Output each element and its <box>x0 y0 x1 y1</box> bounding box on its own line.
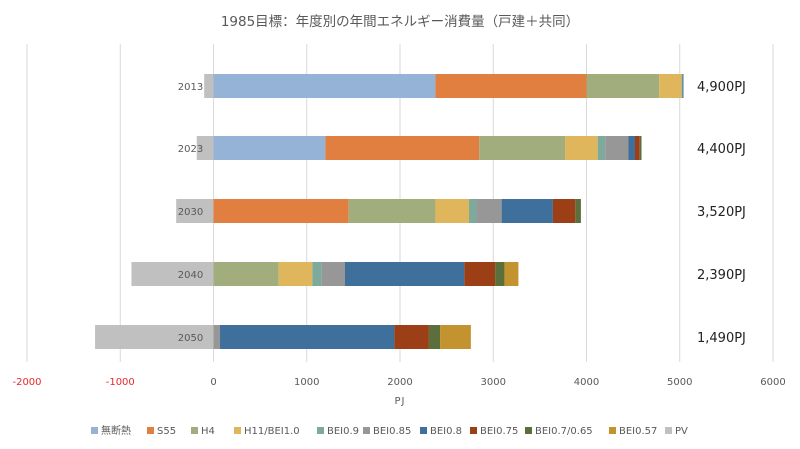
legend-swatch <box>317 427 324 434</box>
bar-segment <box>435 199 470 223</box>
x-tick-label: 1000 <box>294 377 319 388</box>
total-label: 4,900PJ <box>697 80 746 95</box>
bar-segment <box>565 136 598 160</box>
bar-segment <box>639 136 642 160</box>
x-axis-label: PJ <box>395 396 406 407</box>
legend-label: BEI0.75 <box>480 426 518 437</box>
bar-segment <box>552 199 576 223</box>
bar-segment <box>204 74 214 98</box>
total-label: 1,490PJ <box>697 331 746 346</box>
bar-segment <box>605 136 629 160</box>
legend-label: PV <box>675 426 688 437</box>
bar-segment <box>213 325 221 349</box>
bar-segment <box>628 136 635 160</box>
legend-label: S55 <box>157 426 176 437</box>
bar-segment <box>495 262 505 286</box>
legend-swatch <box>665 427 672 434</box>
bar-segment <box>394 325 429 349</box>
legend-label: BEI0.9 <box>327 426 359 437</box>
bar-segment <box>682 74 684 98</box>
bar-segment <box>469 199 477 223</box>
category-labels: 2013 2023 2030 2040 2050 <box>178 82 203 344</box>
bar-segment <box>575 199 581 223</box>
legend-swatch <box>191 427 198 434</box>
bar-segment <box>634 136 640 160</box>
total-label: 2,390PJ <box>697 268 746 283</box>
x-tick-label: -2000 <box>12 377 41 388</box>
legend-label: BEI0.57 <box>619 426 657 437</box>
x-axis-ticks: -2000 -1000 0 1000 2000 3000 4000 5000 6000 <box>12 377 785 388</box>
legend-swatch <box>525 427 532 434</box>
legend-label: BEI0.7/0.65 <box>535 426 593 437</box>
x-tick-label: 3000 <box>481 377 506 388</box>
legend-label: BEI0.85 <box>373 426 411 437</box>
x-tick-label: -1000 <box>106 377 135 388</box>
bar-segment <box>464 262 496 286</box>
category-label: 2013 <box>178 82 203 93</box>
bars <box>95 74 684 349</box>
legend-swatch <box>91 427 98 434</box>
legend-swatch <box>420 427 427 434</box>
bar-segment <box>176 199 214 223</box>
bar-segment <box>501 199 553 223</box>
legend: 無断熱 S55 H4 H11/BEI1.0 BEI0.9 BEI0.85 BEI0.8 BEI… <box>91 424 688 437</box>
bar-segment <box>440 325 471 349</box>
bar-segment <box>428 325 441 349</box>
category-label: 2023 <box>178 144 203 155</box>
total-labels: 4,900PJ 4,400PJ 3,520PJ 2,390PJ 1,490PJ <box>697 80 746 346</box>
bar-segment <box>479 136 566 160</box>
bar-segment <box>95 325 214 349</box>
bar-segment <box>213 262 279 286</box>
legend-swatch <box>609 427 616 434</box>
bar-segment <box>344 262 465 286</box>
bar-segment <box>659 74 682 98</box>
x-tick-label: 6000 <box>760 377 785 388</box>
bar-segment <box>348 199 436 223</box>
legend-swatch <box>363 427 370 434</box>
x-tick-label: 5000 <box>667 377 692 388</box>
bar-segment <box>213 136 326 160</box>
legend-label: BEI0.8 <box>430 426 462 437</box>
total-label: 4,400PJ <box>697 142 746 157</box>
bar-segment <box>681 74 683 98</box>
bar-segment <box>131 262 214 286</box>
bar-segment <box>476 199 502 223</box>
bar-segment <box>220 325 395 349</box>
bar-segment <box>586 74 660 98</box>
bar-segment <box>312 262 322 286</box>
x-tick-label: 2000 <box>387 377 412 388</box>
legend-swatch <box>147 427 154 434</box>
bar-segment <box>321 262 345 286</box>
bar-segment <box>325 136 480 160</box>
bar-segment <box>504 262 519 286</box>
x-tick-label: 0 <box>210 377 216 388</box>
chart-title: 1985目標：年度別の年間エネルギー消費量（戸建＋共同） <box>221 14 579 30</box>
bar-segment <box>278 262 313 286</box>
legend-swatch <box>234 427 241 434</box>
category-label: 2030 <box>178 207 203 218</box>
bar-segment <box>435 74 587 98</box>
legend-swatch <box>470 427 477 434</box>
bar-segment <box>213 199 349 223</box>
legend-label: 無断熱 <box>101 424 131 437</box>
x-tick-label: 4000 <box>574 377 599 388</box>
category-label: 2050 <box>178 333 203 344</box>
legend-label: H4 <box>201 426 215 437</box>
category-label: 2040 <box>178 270 203 281</box>
bar-segment <box>196 136 214 160</box>
bar-segment <box>213 74 436 98</box>
legend-label: H11/BEI1.0 <box>244 426 300 437</box>
total-label: 3,520PJ <box>697 205 746 220</box>
bar-segment <box>597 136 606 160</box>
